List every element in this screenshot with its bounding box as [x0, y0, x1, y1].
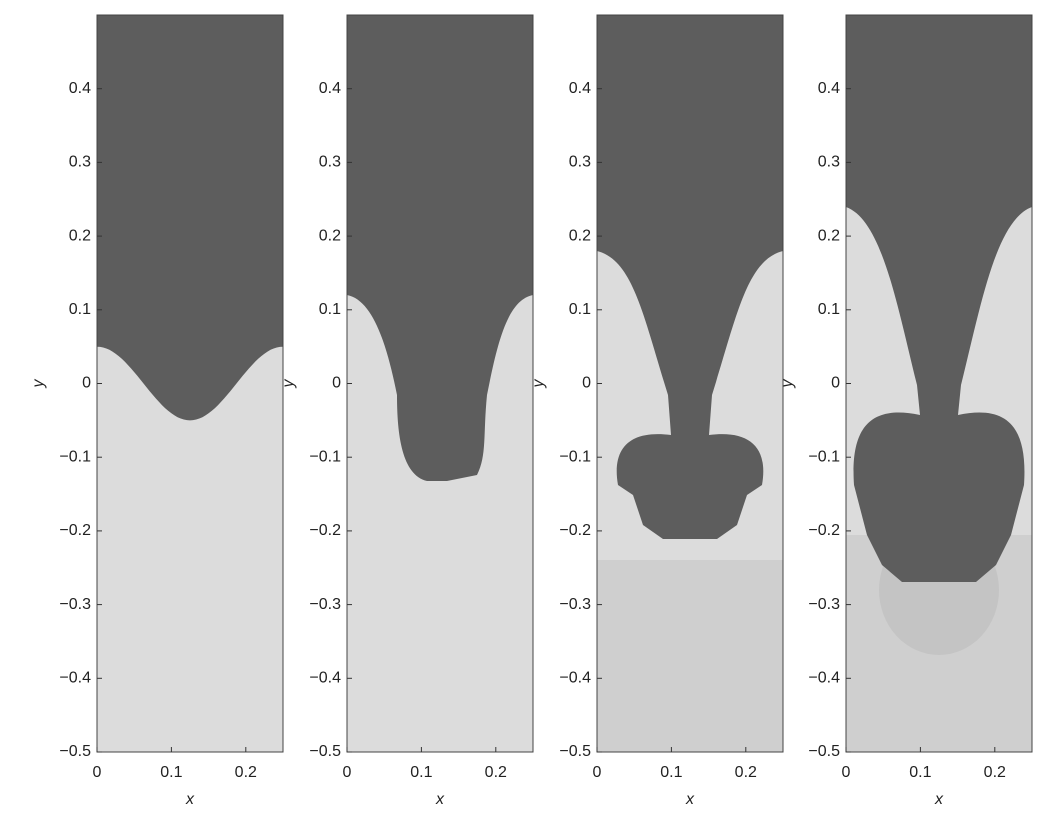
- y-tick-label: −0.5: [559, 743, 591, 760]
- y-tick-label: −0.2: [309, 522, 341, 539]
- x-tick-label: 0.2: [984, 764, 1006, 781]
- y-tick-label: 0.4: [69, 80, 91, 97]
- y-tick-label: −0.3: [808, 596, 840, 613]
- fluid-region: [597, 15, 783, 539]
- y-tick-label: −0.1: [309, 448, 341, 465]
- y-tick-label: −0.5: [808, 743, 840, 760]
- y-tick-label: −0.2: [59, 522, 91, 539]
- x-tick-label: 0.1: [410, 764, 432, 781]
- x-tick-label: 0.1: [160, 764, 182, 781]
- y-tick-label: −0.4: [59, 670, 91, 687]
- y-tick-label: −0.2: [559, 522, 591, 539]
- y-tick-label: −0.5: [309, 743, 341, 760]
- y-tick-label: 0.3: [818, 154, 840, 171]
- y-axis-label: y: [779, 379, 796, 389]
- x-tick-label: 0.1: [909, 764, 931, 781]
- fluid-region: [97, 15, 283, 421]
- y-tick-label: −0.3: [309, 596, 341, 613]
- y-tick-label: 0.4: [569, 80, 591, 97]
- x-axis-label: x: [185, 791, 195, 808]
- y-tick-label: 0.2: [319, 227, 341, 244]
- x-tick-label: 0.2: [235, 764, 257, 781]
- y-tick-label: 0.1: [818, 301, 840, 318]
- x-tick-label: 0.2: [485, 764, 507, 781]
- y-tick-label: −0.5: [59, 743, 91, 760]
- panel: −0.5 −0.4 −0.3 −0.2 −0.1 0 0.1 0.2 0.3 0.4 0 0.1 0.2…: [280, 14, 534, 808]
- x-tick-label: 0.2: [735, 764, 757, 781]
- y-tick-label: 0: [582, 375, 591, 392]
- x-axis-label: x: [435, 791, 445, 808]
- y-tick-label: 0.2: [818, 227, 840, 244]
- y-tick-label: 0.1: [319, 301, 341, 318]
- y-tick-label: 0.2: [69, 227, 91, 244]
- field: [597, 15, 783, 752]
- x-tick-label: 0: [93, 764, 102, 781]
- y-tick-label: −0.3: [559, 596, 591, 613]
- y-tick-label: −0.1: [808, 448, 840, 465]
- fluid-region: [347, 15, 533, 481]
- y-tick-label: −0.3: [59, 596, 91, 613]
- y-tick-label: 0.4: [319, 80, 341, 97]
- x-tick-label: 0: [593, 764, 602, 781]
- field: [846, 15, 1032, 752]
- y-tick-label: −0.2: [808, 522, 840, 539]
- y-tick-label: 0.2: [569, 227, 591, 244]
- panel: −0.5 −0.4 −0.3 −0.2 −0.1 0 0.1 0.2 0.3 0.4 0 0.1 0.2…: [30, 14, 284, 808]
- x-axis-label: x: [934, 791, 944, 808]
- x-tick-label: 0: [842, 764, 851, 781]
- y-tick-label: 0.3: [69, 154, 91, 171]
- y-axis-label: y: [30, 379, 47, 389]
- y-tick-label: −0.4: [309, 670, 341, 687]
- y-tick-label: −0.1: [59, 448, 91, 465]
- y-tick-label: 0: [82, 375, 91, 392]
- y-tick-label: 0.1: [569, 301, 591, 318]
- fluid-region: [846, 15, 1032, 582]
- y-tick-label: 0.4: [818, 80, 840, 97]
- y-axis-label: y: [280, 379, 297, 389]
- y-axis-label: y: [530, 379, 547, 389]
- field: [97, 15, 283, 421]
- x-tick-label: 0: [343, 764, 352, 781]
- y-tick-label: −0.4: [559, 670, 591, 687]
- panel: −0.5 −0.4 −0.3 −0.2 −0.1 0 0.1 0.2 0.3 0.4 0 0.1 0.2…: [779, 14, 1033, 808]
- y-tick-label: −0.4: [808, 670, 840, 687]
- y-tick-label: −0.1: [559, 448, 591, 465]
- x-axis-label: x: [685, 791, 695, 808]
- field: [347, 15, 533, 481]
- y-tick-label: 0: [332, 375, 341, 392]
- y-tick-label: 0.1: [69, 301, 91, 318]
- y-tick-label: 0.3: [319, 154, 341, 171]
- x-tick-label: 0.1: [660, 764, 682, 781]
- y-tick-label: 0: [831, 375, 840, 392]
- y-tick-label: 0.3: [569, 154, 591, 171]
- fluid-region: [597, 560, 783, 752]
- panel: −0.5 −0.4 −0.3 −0.2 −0.1 0 0.1 0.2 0.3 0.4 0 0.1 0.2…: [530, 14, 784, 808]
